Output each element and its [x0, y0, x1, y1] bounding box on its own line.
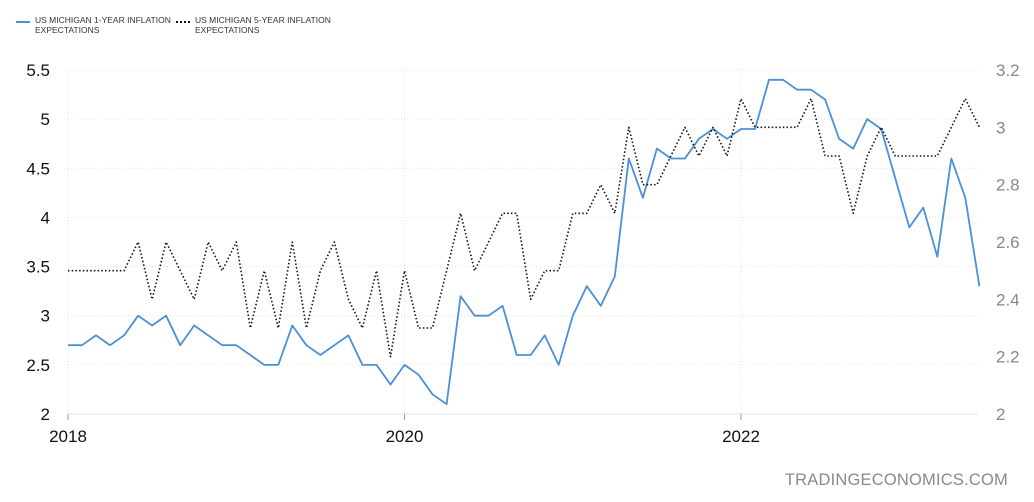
legend-label-1y: US MICHIGAN 1-YEAR INFLATION EXPECTATION…	[35, 15, 171, 35]
grid-lines	[67, 69, 978, 420]
y-right-tick-label: 2	[996, 405, 1005, 424]
series-lines	[68, 78, 981, 406]
legend-swatch-5y	[176, 21, 190, 23]
y-left-tick-label: 5.5	[26, 61, 50, 80]
y-left-tick-label: 2.5	[26, 356, 50, 375]
legend-swatch-1y	[16, 21, 30, 23]
y-left-tick-label: 4	[41, 208, 50, 227]
watermark: TRADINGECONOMICS.COM	[784, 471, 1008, 489]
y-right-tick-label: 3	[996, 118, 1005, 137]
y-left-tick-label: 3	[41, 307, 50, 326]
y-left-tick-label: 4.5	[26, 159, 50, 178]
series-line-1y	[68, 78, 981, 406]
legend-label-5y: US MICHIGAN 5-YEAR INFLATION EXPECTATION…	[195, 15, 331, 35]
x-tick-label: 2022	[722, 427, 760, 446]
series-line-5y	[68, 97, 981, 358]
y-right-tick-label: 2.4	[996, 290, 1020, 309]
y-right-tick-label: 2.8	[996, 176, 1020, 195]
x-tick-label: 2018	[49, 427, 87, 446]
axis-labels: 2 2.5 3 3.5 4 4.5 5 5.5 2 2.2 2.4 2.6 2.8 3 3.2 2018 202…	[26, 61, 1019, 446]
legend-item-1y: US MICHIGAN 1-YEAR INFLATION EXPECTATION…	[16, 15, 185, 35]
y-right-tick-label: 2.2	[996, 348, 1020, 367]
y-right-tick-label: 3.2	[996, 61, 1020, 80]
legend-item-5y: US MICHIGAN 5-YEAR INFLATION EXPECTATION…	[176, 15, 345, 35]
y-right-tick-label: 2.6	[996, 233, 1020, 252]
y-left-tick-label: 5	[41, 110, 50, 129]
y-left-tick-label: 3.5	[26, 258, 50, 277]
y-left-tick-label: 2	[41, 405, 50, 424]
x-tick-label: 2020	[386, 427, 424, 446]
